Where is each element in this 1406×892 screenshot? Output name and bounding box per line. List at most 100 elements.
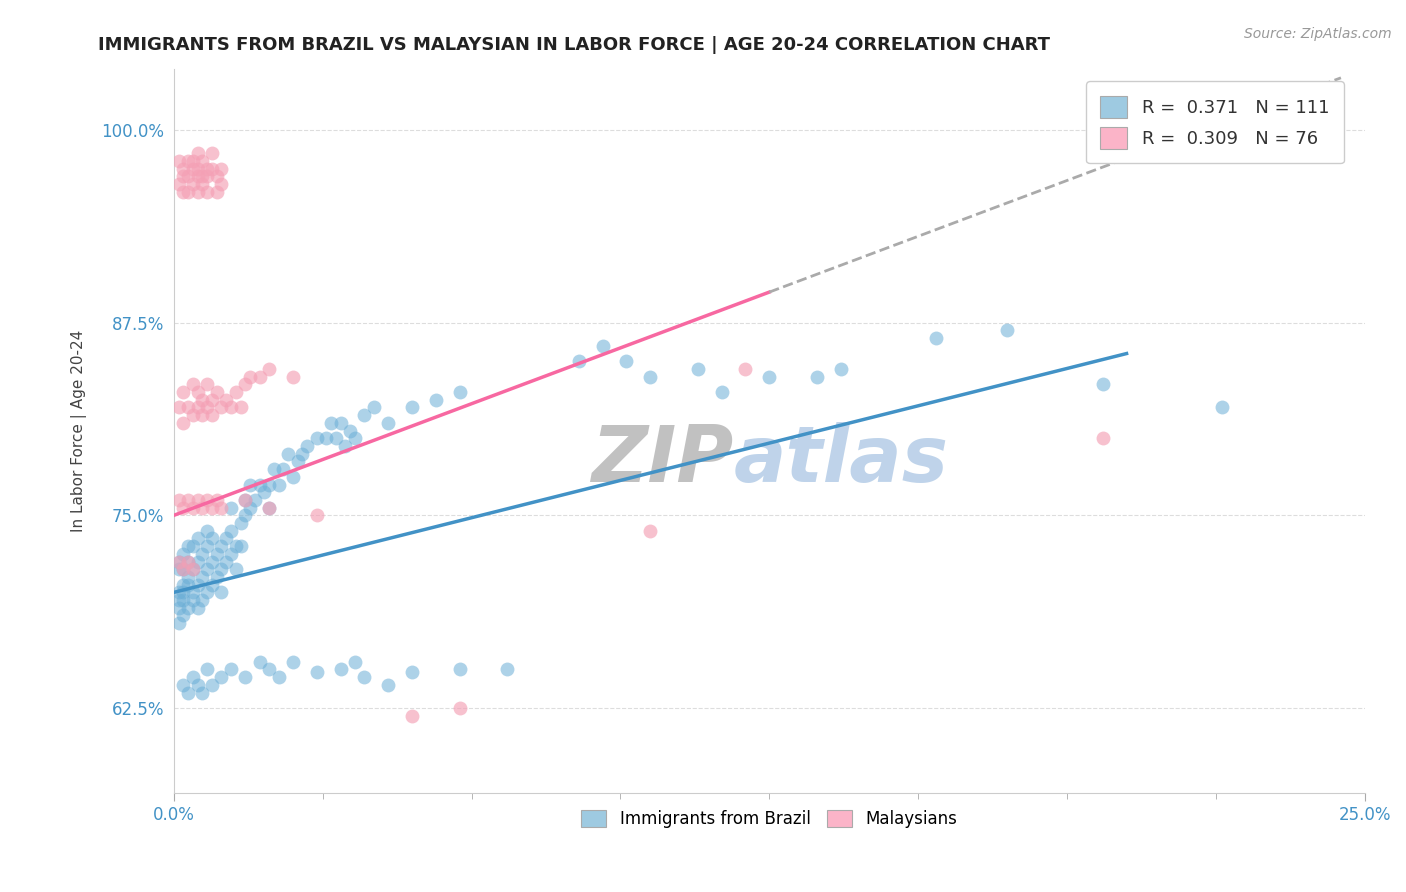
Point [401, 708, 423, 723]
Point [201, 146, 224, 161]
Point [377, 416, 399, 430]
Point [233, 377, 256, 392]
Point [343, 655, 366, 669]
Point [167, 600, 190, 615]
Point [201, 532, 224, 546]
Point [215, 392, 238, 407]
Point [172, 185, 194, 199]
Point [592, 339, 614, 353]
Point [195, 539, 218, 553]
Point [377, 678, 399, 692]
Point [239, 477, 262, 491]
Point [325, 431, 347, 445]
Point [211, 539, 233, 553]
Point [181, 177, 204, 191]
Point [205, 547, 228, 561]
Point [329, 416, 352, 430]
Point [638, 369, 661, 384]
Point [167, 555, 190, 569]
Point [568, 354, 591, 368]
Point [339, 424, 361, 438]
Point [191, 547, 214, 561]
Point [172, 500, 194, 515]
Point [496, 662, 519, 676]
Point [225, 562, 247, 576]
Point [219, 500, 242, 515]
Point [243, 492, 266, 507]
Point [167, 401, 190, 415]
Point [329, 662, 352, 676]
Point [181, 161, 204, 176]
Point [167, 177, 190, 191]
Point [191, 500, 214, 515]
Point [925, 331, 948, 345]
Point [205, 169, 228, 184]
Point [215, 532, 238, 546]
Point [638, 524, 661, 538]
Point [195, 662, 218, 676]
Point [211, 500, 233, 515]
Point [167, 555, 190, 569]
Point [239, 369, 262, 384]
Point [997, 323, 1019, 337]
Point [219, 524, 242, 538]
Point [281, 470, 304, 484]
Point [201, 161, 224, 176]
Point [257, 500, 280, 515]
Point [205, 570, 228, 584]
Point [191, 153, 214, 168]
Point [172, 169, 194, 184]
Point [401, 665, 423, 680]
Point [249, 477, 271, 491]
Point [187, 161, 209, 176]
Point [187, 555, 209, 569]
Point [181, 377, 204, 392]
Point [195, 401, 218, 415]
Point [191, 593, 214, 607]
Point [195, 377, 218, 392]
Point [257, 477, 280, 491]
Point [195, 524, 218, 538]
Point [187, 401, 209, 415]
Point [167, 585, 190, 599]
Point [181, 539, 204, 553]
Point [710, 385, 733, 400]
Point [267, 670, 290, 684]
Point [281, 655, 304, 669]
Point [177, 153, 200, 168]
Point [187, 678, 209, 692]
Point [211, 161, 233, 176]
Point [177, 401, 200, 415]
Point [177, 555, 200, 569]
Point [335, 439, 357, 453]
Point [172, 562, 194, 576]
Point [353, 408, 375, 422]
Point [172, 585, 194, 599]
Point [211, 585, 233, 599]
Point [191, 685, 214, 699]
Legend: Immigrants from Brazil, Malaysians: Immigrants from Brazil, Malaysians [575, 804, 965, 835]
Point [187, 492, 209, 507]
Point [249, 655, 271, 669]
Point [239, 500, 262, 515]
Point [616, 354, 638, 368]
Point [315, 431, 337, 445]
Point [177, 555, 200, 569]
Point [167, 153, 190, 168]
Point [172, 385, 194, 400]
Point [205, 385, 228, 400]
Point [177, 185, 200, 199]
Point [297, 439, 319, 453]
Point [172, 161, 194, 176]
Point [1211, 401, 1233, 415]
Point [172, 678, 194, 692]
Point [273, 462, 295, 476]
Point [219, 547, 242, 561]
Point [229, 516, 252, 530]
Point [277, 447, 299, 461]
Point [1091, 431, 1114, 445]
Point [187, 185, 209, 199]
Point [249, 369, 271, 384]
Point [686, 362, 709, 376]
Point [201, 500, 224, 515]
